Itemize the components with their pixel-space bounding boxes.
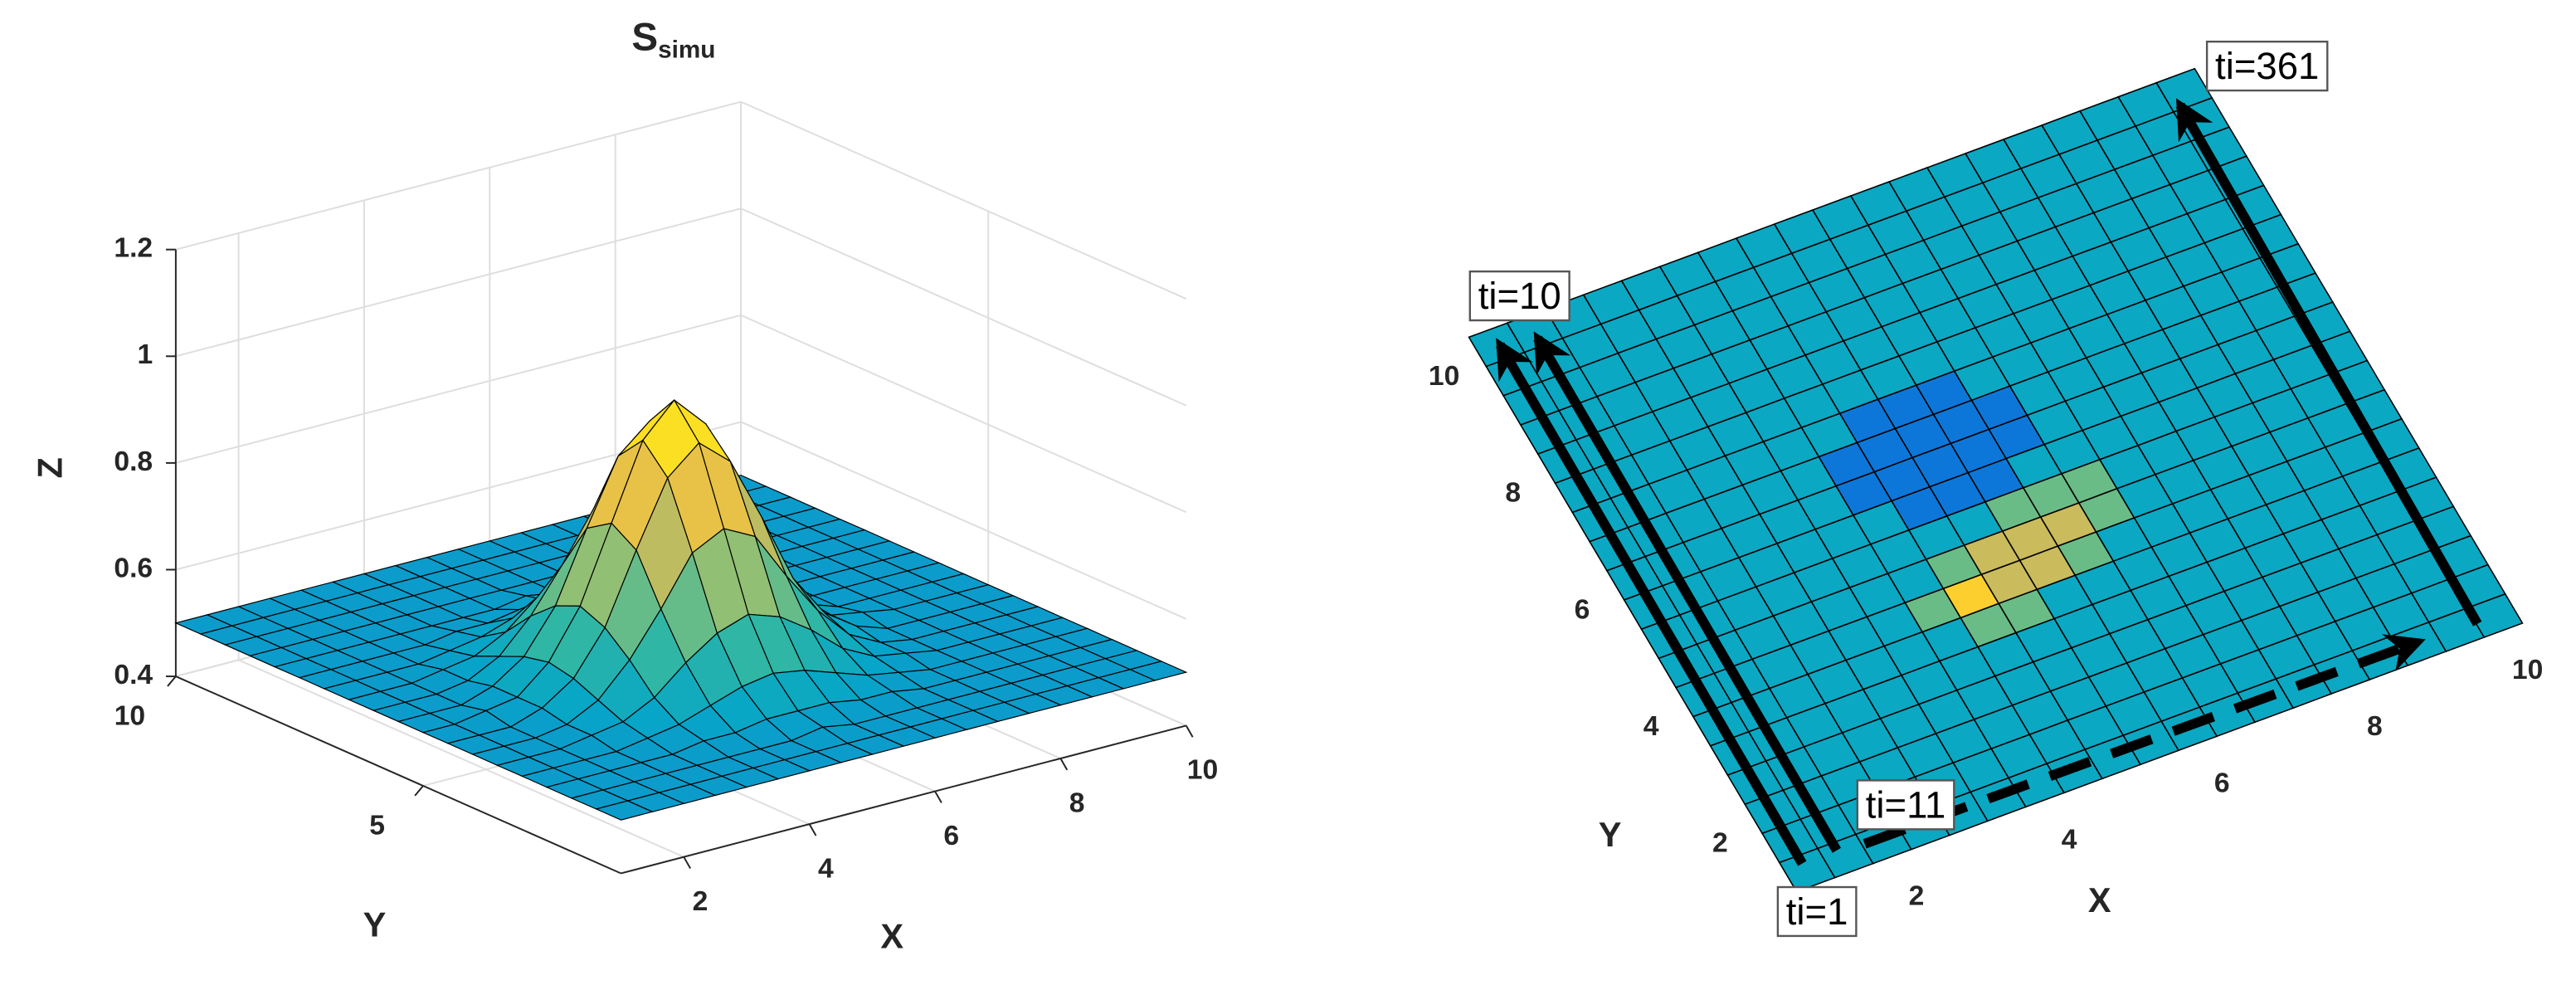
path-line [1533,331,1842,853]
x-tick [808,823,817,836]
annotation-box [2205,40,2329,92]
y-tick-label: 10 [114,700,145,731]
y-axis-label: Y [1599,815,1622,854]
x-tick-label: 6 [2214,768,2230,798]
z-axis-label: Z [30,457,69,478]
annotation-label: ti=10 [1478,275,1561,317]
x-tick-label: 8 [2367,711,2383,742]
x-tick-label: 2 [1909,881,1925,912]
path-line [1495,338,1807,866]
x-tick [1185,724,1194,738]
grid-line [175,207,742,358]
y-tick-label: 2 [1712,828,1728,859]
y-tick-label: 10 [1429,361,1459,392]
y-tick-label: 6 [1575,594,1590,625]
x-tick-label: 4 [2062,824,2077,855]
title-subscript: simu [658,36,715,63]
y-tick [414,785,424,797]
x-tick-label: 2 [693,886,709,917]
surface-plot: Ssimu X Y Z 2 4 6 8 10 5 10 0.4 0.6 0.8 1 1.2 [30,15,1218,956]
top-view-plot: X Y 2 4 6 8 10 2 4 6 8 10 [1429,67,2543,919]
path-overlay [1495,98,2482,866]
grid-line [238,659,684,858]
x-axis-label: X [2088,880,2111,919]
annotation-box [1776,885,1858,938]
grid-line [740,207,1187,407]
grid-line [175,314,742,464]
y-tick-label: 8 [1505,478,1521,509]
y-tick-label: 5 [369,810,385,841]
y-axis [175,675,621,875]
z-tick-label: 1 [137,339,153,370]
chart-title: Ssimu [631,15,715,63]
grid-line [740,314,1187,514]
z-tick-label: 0.6 [114,553,153,583]
y-axis-label: Y [363,905,387,944]
grid-line [740,100,1187,300]
x-axis-label: X [880,917,903,956]
x-tick-label: 8 [1069,788,1085,818]
surface-face [594,800,655,821]
z-tick-label: 1.2 [114,233,153,264]
path-line [2175,98,2482,627]
annotation-box [1468,270,1570,322]
annotation-box [1856,779,1955,831]
x-tick-label: 6 [943,821,959,851]
path-line [1863,634,2426,849]
x-tick [1059,758,1069,771]
x-axis [621,724,1186,875]
x-tick [934,791,942,803]
x-tick-label: 10 [2512,655,2543,685]
annotation-label: ti=11 [1866,783,1946,826]
annotation-label: ti=361 [2215,45,2319,87]
x-tick-label: 10 [1187,755,1218,786]
grid-line [740,421,1187,620]
y-tick [167,675,177,687]
y-tick-label: 4 [1643,711,1659,742]
z-tick-label: 0.8 [114,446,153,477]
grid-line [175,100,742,251]
annotation-label: ti=1 [1786,890,1848,933]
x-tick [683,856,691,870]
x-tick-label: 4 [818,853,834,884]
title-main: S [631,15,658,59]
z-tick-label: 0.4 [114,660,153,690]
annotations: ti=1 ti=10 ti=11 ti=361 [1468,40,2329,938]
